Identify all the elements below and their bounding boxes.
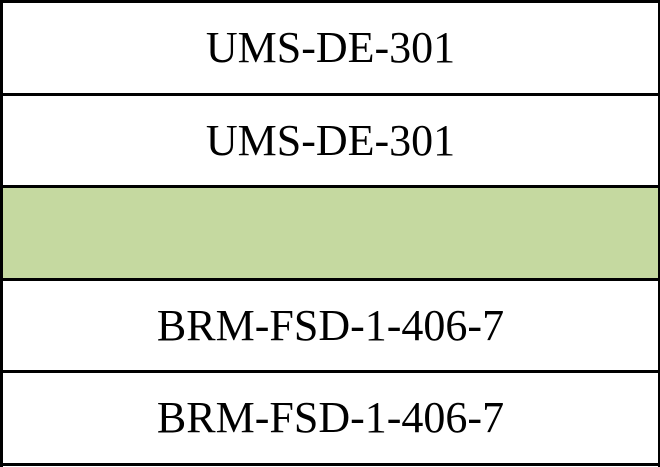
table-row-5: BRM-FSD-1-406-7 bbox=[3, 373, 658, 466]
table-row-1: UMS-DE-301 bbox=[3, 3, 658, 96]
table-row-3-highlighted bbox=[3, 188, 658, 281]
table-row-4: BRM-FSD-1-406-7 bbox=[3, 280, 658, 373]
table-row-2: UMS-DE-301 bbox=[3, 95, 658, 188]
